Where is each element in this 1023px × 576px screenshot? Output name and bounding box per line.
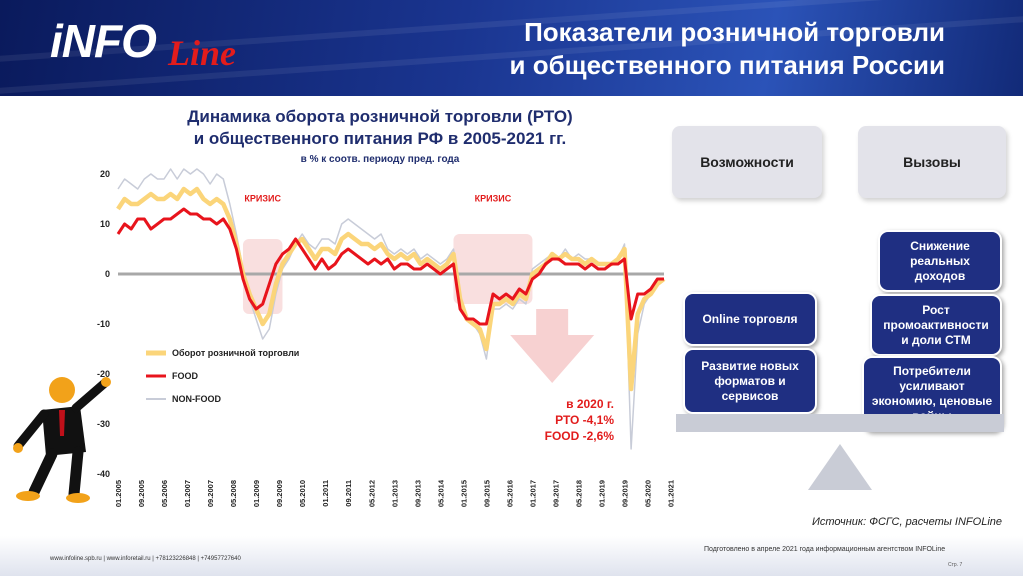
annotation-food: FOOD -2,6% <box>545 429 615 443</box>
card-promo-growth: Рост промоактивности и доли СТМ <box>870 294 1002 356</box>
x-tick-label: 01.2005 <box>114 480 123 507</box>
page-title-line2: и общественного питания России <box>509 50 945 80</box>
card-online-trade-label: Online торговля <box>702 311 798 326</box>
x-tick-label: 05.2016 <box>505 480 514 507</box>
opportunities-label: Возможности <box>700 154 794 170</box>
y-tick-label: -20 <box>97 369 110 379</box>
x-tick-label: 05.2006 <box>160 480 169 507</box>
logo-script-text: Line <box>168 33 236 73</box>
x-tick-label: 01.2021 <box>667 480 676 507</box>
card-online-trade: Online торговля <box>683 292 817 346</box>
x-tick-label: 09.2005 <box>137 480 146 507</box>
x-tick-label: 09.2013 <box>413 480 422 507</box>
x-tick-label: 01.2011 <box>321 480 330 507</box>
series-line-0 <box>116 186 666 392</box>
x-tick-label: 05.2014 <box>436 479 445 507</box>
scale-beam <box>676 414 1004 432</box>
crisis-label-2015: КРИЗИС <box>475 194 512 204</box>
x-tick-label: 09.2007 <box>206 480 215 507</box>
x-tick-label: 05.2008 <box>229 480 238 507</box>
legend-label: Оборот розничной торговли <box>172 348 299 358</box>
annotation-rto: РТО -4,1% <box>555 413 614 427</box>
scale-fulcrum <box>808 444 872 490</box>
x-tick-label: 01.2007 <box>183 480 192 507</box>
x-tick-label: 09.2015 <box>482 480 491 507</box>
page-title-line1: Показатели розничной торговли <box>524 17 945 47</box>
y-tick-label: -40 <box>97 469 110 479</box>
card-promo-growth-label: Рост промоактивности и доли СТМ <box>883 302 989 347</box>
annotation-year: в 2020 г. <box>566 397 614 411</box>
x-tick-label: 01.2015 <box>459 480 468 507</box>
y-tick-label: 20 <box>100 169 110 179</box>
source-note: Источник: ФСГС, расчеты INFOLine <box>812 516 1003 528</box>
y-tick-label: 10 <box>100 219 110 229</box>
x-tick-label: 01.2013 <box>390 480 399 507</box>
header-banner: iNFO Line Показатели розничной торговли … <box>0 0 1023 96</box>
x-tick-label: 09.2009 <box>275 480 284 507</box>
footer-credit: Подготовлено в апреле 2021 года информац… <box>704 546 946 553</box>
x-tick-label: 05.2010 <box>298 480 307 507</box>
legend-label: NON-FOOD <box>172 394 221 404</box>
y-tick-label: -10 <box>97 319 110 329</box>
chart-subtitle: в % к соотв. периоду пред. года <box>300 154 460 165</box>
footer <box>0 536 1023 576</box>
series-line-1 <box>116 207 664 326</box>
card-income-decline: Снижение реальных доходов <box>878 230 1002 292</box>
infoline-logo[interactable]: iNFO Line <box>50 14 250 80</box>
card-income-decline-label: Снижение реальных доходов <box>910 238 970 283</box>
x-tick-label: 05.2020 <box>644 480 653 507</box>
card-new-formats-label: Развитие новых форматов и сервисов <box>701 358 799 403</box>
opportunities-header: Возможности <box>672 126 822 198</box>
challenges-label: Вызовы <box>903 154 961 170</box>
turnover-line-chart: КРИЗИС КРИЗИС 20 10 0 -10 -20 -30 -40 01.2005 09.2… <box>97 168 676 507</box>
crisis-zone-2015 <box>453 234 533 304</box>
chart-title: Динамика оборота розничной торговли (РТО… <box>120 106 640 150</box>
x-tick-label: 09.2011 <box>344 480 353 507</box>
x-tick-label: 05.2012 <box>367 480 376 507</box>
crisis-label-2009: КРИЗИС <box>244 194 281 204</box>
challenges-header: Вызовы <box>858 126 1006 198</box>
footer-contacts: www.infoline.spb.ru | www.inforetail.ru … <box>50 556 241 562</box>
presenter-figure-icon <box>13 377 111 503</box>
y-tick-label: 0 <box>105 269 110 279</box>
x-tick-label: 05.2018 <box>574 480 583 507</box>
x-tick-label: 01.2017 <box>528 480 537 507</box>
logo-main-text: iNFO <box>50 15 157 67</box>
legend-label: FOOD <box>172 371 198 381</box>
decline-arrow <box>510 309 595 383</box>
x-tick-label: 09.2019 <box>621 480 630 507</box>
x-tick-label: 01.2009 <box>252 480 261 507</box>
chart-title-line2: и общественного питания РФ в 2005-2021 г… <box>193 129 567 148</box>
chart-title-line1: Динамика оборота розничной торговли (РТО… <box>187 107 573 126</box>
x-tick-label: 01.2019 <box>598 480 607 507</box>
x-tick-label: 09.2017 <box>551 480 560 507</box>
page-number: Стр. 7 <box>948 562 963 568</box>
card-new-formats: Развитие новых форматов и сервисов <box>683 348 817 414</box>
page-title: Показатели розничной торговли и обществе… <box>510 16 945 82</box>
y-tick-label: -30 <box>97 419 110 429</box>
